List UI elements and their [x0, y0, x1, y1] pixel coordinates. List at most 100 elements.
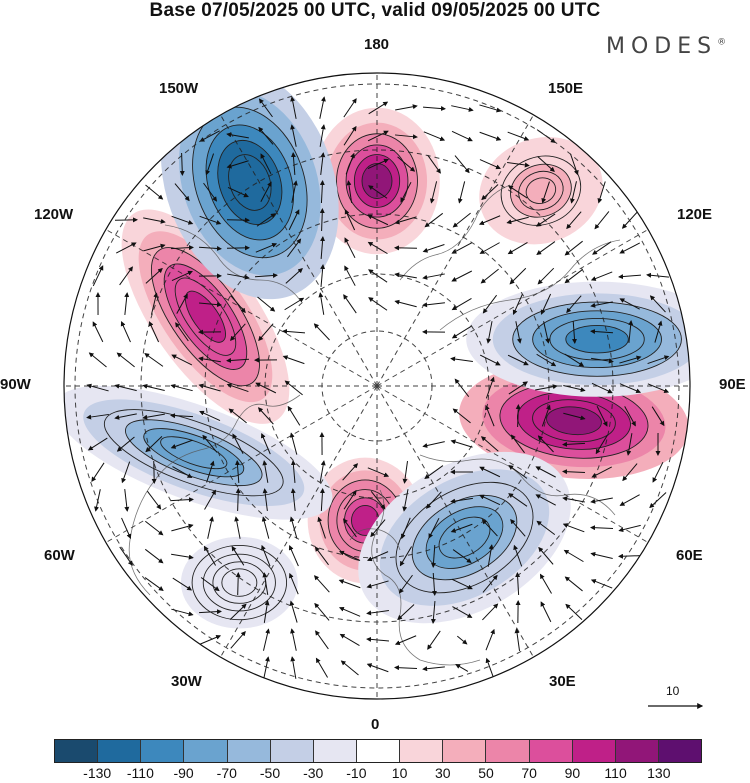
wind-vector — [619, 355, 642, 364]
wind-vector — [368, 269, 388, 283]
wind-vector — [257, 296, 276, 312]
wind-vector — [515, 404, 521, 428]
wind-vector — [422, 302, 445, 308]
wind-vector — [319, 180, 325, 204]
wind-vector — [536, 520, 556, 536]
wind-vector — [456, 635, 468, 645]
wind-vector — [284, 297, 305, 311]
wind-vector — [124, 489, 130, 512]
wind-vector — [227, 186, 249, 198]
colorbar-tick-label: 130 — [647, 765, 671, 781]
wind-vector — [451, 578, 473, 590]
wind-vector — [451, 105, 474, 112]
colorbar-swatch — [55, 740, 99, 762]
colorbar-swatch — [400, 740, 444, 762]
wind-vector — [569, 153, 579, 176]
wind-vector — [114, 383, 137, 392]
wind-vector — [315, 630, 329, 650]
wind-vector — [289, 600, 298, 623]
wind-vector — [647, 355, 670, 365]
wind-vector — [619, 494, 640, 506]
wind-vector — [569, 181, 577, 204]
wind-vector — [91, 462, 105, 482]
wind-vector — [537, 267, 555, 285]
wind-vector — [539, 573, 552, 594]
lon-label-180: 180 — [364, 36, 390, 53]
wind-vector — [262, 460, 269, 483]
wind-vector — [397, 156, 416, 172]
wind-vector — [457, 181, 466, 204]
colorbar-tick-label: -70 — [216, 765, 237, 781]
wind-vector — [174, 183, 190, 202]
wind-vector — [595, 434, 609, 455]
wind-vector — [367, 130, 389, 142]
wind-vector — [422, 666, 445, 672]
wind-vector — [487, 544, 494, 567]
wind-vector — [145, 520, 164, 536]
colorbar-tick-label: 90 — [564, 765, 581, 781]
wind-vector — [485, 628, 495, 651]
wind-vector — [207, 516, 214, 539]
wind-vector — [562, 441, 586, 447]
lon-label-60w: 60W — [44, 547, 75, 564]
wind-vectors — [86, 96, 670, 679]
wind-vector — [535, 466, 556, 478]
wind-vector — [562, 523, 585, 533]
wind-vector — [654, 320, 663, 343]
wind-vector — [562, 469, 586, 475]
wind-vector — [481, 519, 498, 537]
arctic-region — [304, 318, 440, 442]
reference-vector-label: 10 — [666, 684, 680, 698]
wind-vector — [535, 494, 556, 506]
wind-vector — [535, 384, 558, 391]
wind-vector — [172, 466, 193, 478]
colorbar-tick-label: 10 — [391, 765, 408, 781]
wind-vector — [619, 383, 642, 394]
wind-vector — [318, 292, 325, 315]
wind-vector — [86, 383, 109, 392]
wind-vector — [235, 572, 241, 596]
wind-vector — [171, 270, 193, 281]
lon-label-30w: 30W — [171, 673, 202, 690]
colorbar-tick-label: 50 — [478, 765, 494, 781]
wind-vector — [481, 184, 499, 201]
wind-vector — [508, 493, 528, 507]
wind-vector — [619, 298, 640, 310]
wind-vector — [510, 518, 526, 537]
wind-vector — [203, 545, 217, 566]
colorbar-swatch — [529, 740, 573, 762]
wind-vector — [146, 490, 162, 510]
colorbar-tick-label: -30 — [303, 765, 324, 781]
wind-vector — [454, 378, 470, 398]
colorbar-swatch — [184, 740, 228, 762]
wind-vector — [423, 131, 446, 141]
wind-vector — [290, 124, 297, 147]
wind-vector — [402, 489, 409, 512]
trough-anomaly — [64, 385, 333, 520]
colorbar-ticks: -130 -110 -90 -70 -50 -30 -10 10 30 50 70 90 110 130 — [0, 765, 750, 783]
wind-vector — [431, 572, 437, 596]
wind-vector — [338, 579, 361, 589]
wind-vector — [317, 516, 326, 539]
lon-label-120w: 120W — [34, 206, 74, 223]
wind-vector — [313, 575, 330, 593]
ridge-anomaly — [314, 107, 440, 255]
wind-vector — [368, 297, 388, 311]
wind-vector — [255, 243, 278, 253]
wind-vector — [289, 516, 298, 539]
colorbar-swatch — [227, 740, 271, 762]
wind-vector — [282, 328, 306, 334]
wind-vector — [234, 460, 240, 484]
wind-vector — [450, 523, 473, 533]
wind-vector — [397, 604, 415, 621]
colorbar-tick-label: -110 — [126, 765, 154, 781]
wind-vector — [206, 460, 215, 483]
wind-vector — [651, 406, 665, 427]
wind-vector — [515, 321, 522, 344]
wind-vector — [652, 461, 664, 483]
wind-vector — [422, 106, 446, 112]
wind-vector — [226, 132, 249, 139]
wind-vector — [202, 434, 218, 453]
wind-vector — [150, 292, 159, 315]
